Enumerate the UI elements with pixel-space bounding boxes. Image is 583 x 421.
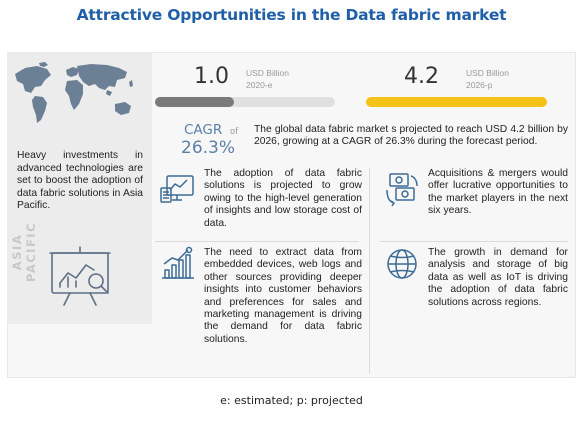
globe-network-icon <box>387 249 417 279</box>
start-year: 2020-e <box>246 80 273 90</box>
cagr-value: 26.3% <box>181 138 236 158</box>
market-summary: The global data fabric market s projecte… <box>254 124 568 148</box>
end-value: 4.2 <box>404 64 439 89</box>
region-label: ASIA PACIFIC <box>10 221 38 283</box>
start-value: 1.0 <box>194 64 229 89</box>
row-divider-right <box>380 241 568 242</box>
footnote: e: estimated; p: projected <box>220 394 363 407</box>
opportunity-text-4: The growth in demand for analysis and st… <box>428 247 568 308</box>
start-unit: USD Billion <box>246 68 289 78</box>
column-divider <box>369 168 370 374</box>
growth-bar-chart-icon <box>162 246 194 279</box>
start-bar-track <box>155 97 335 107</box>
money-exchange-icon <box>386 173 418 207</box>
sidebar-description: Heavy investments in advanced technologi… <box>17 150 143 212</box>
cagr-of: of <box>230 127 239 137</box>
opportunity-text-1: The adoption of data fabric solutions is… <box>204 168 362 229</box>
start-bar-fill <box>155 97 234 107</box>
analytics-monitor-icon <box>160 175 194 203</box>
opportunity-text-2: Acquisitions & mergers would offer lucra… <box>428 168 568 217</box>
row-divider-left <box>155 241 359 242</box>
end-bar-fill <box>366 97 547 107</box>
world-map-icon <box>15 62 133 123</box>
end-unit: USD Billion <box>466 68 509 78</box>
presentation-chart-icon <box>49 246 111 306</box>
opportunity-text-3: The need to extract data from embedded d… <box>204 247 362 345</box>
page-title: Attractive Opportunities in the Data fab… <box>76 6 507 24</box>
cagr-label: CAGR <box>184 122 223 138</box>
end-year: 2026-p <box>466 80 493 90</box>
